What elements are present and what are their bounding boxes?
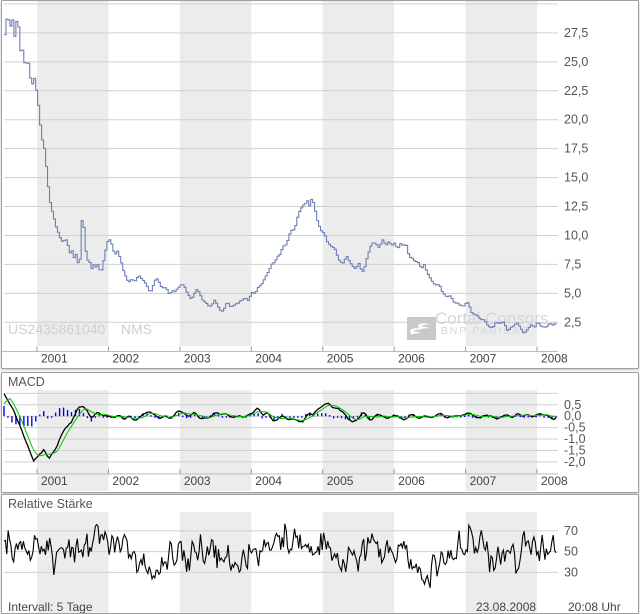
svg-text:2007: 2007 — [470, 352, 497, 366]
svg-text:2005: 2005 — [327, 352, 354, 366]
svg-text:50: 50 — [564, 545, 578, 559]
svg-text:20,0: 20,0 — [564, 113, 588, 127]
svg-text:2008: 2008 — [541, 474, 568, 488]
svg-text:2006: 2006 — [398, 474, 425, 488]
svg-text:20:08 Uhr: 20:08 Uhr — [568, 600, 621, 614]
svg-text:70: 70 — [564, 524, 578, 538]
svg-text:5,0: 5,0 — [564, 286, 581, 300]
svg-text:23.08.2008: 23.08.2008 — [476, 600, 536, 614]
svg-text:7,5: 7,5 — [564, 257, 581, 271]
svg-text:27,5: 27,5 — [564, 26, 588, 40]
svg-text:2001: 2001 — [41, 474, 68, 488]
svg-text:2003: 2003 — [184, 352, 211, 366]
svg-text:2002: 2002 — [112, 352, 139, 366]
svg-text:Relative Stärke: Relative Stärke — [8, 497, 93, 511]
svg-text:US2435861040 NMS: US2435861040 NMS — [8, 321, 152, 337]
svg-text:2,5: 2,5 — [564, 315, 581, 329]
svg-text:2006: 2006 — [398, 352, 425, 366]
svg-text:2001: 2001 — [41, 352, 68, 366]
svg-text:25,0: 25,0 — [564, 55, 588, 69]
svg-text:10,0: 10,0 — [564, 228, 588, 242]
svg-text:15,0: 15,0 — [564, 171, 588, 185]
svg-text:2002: 2002 — [112, 474, 139, 488]
svg-text:30: 30 — [564, 565, 578, 579]
svg-text:2005: 2005 — [327, 474, 354, 488]
svg-text:Intervall: 5 Tage: Intervall: 5 Tage — [8, 600, 93, 614]
svg-text:12,5: 12,5 — [564, 200, 588, 214]
svg-text:2003: 2003 — [184, 474, 211, 488]
svg-text:-2,0: -2,0 — [564, 455, 586, 469]
svg-text:2007: 2007 — [470, 474, 497, 488]
svg-text:2008: 2008 — [541, 352, 568, 366]
svg-text:BNP PARIBAS: BNP PARIBAS — [441, 325, 530, 337]
svg-text:MACD: MACD — [8, 375, 45, 389]
svg-text:2004: 2004 — [255, 474, 282, 488]
svg-text:17,5: 17,5 — [564, 142, 588, 156]
svg-text:2004: 2004 — [255, 352, 282, 366]
svg-text:22,5: 22,5 — [564, 84, 588, 98]
